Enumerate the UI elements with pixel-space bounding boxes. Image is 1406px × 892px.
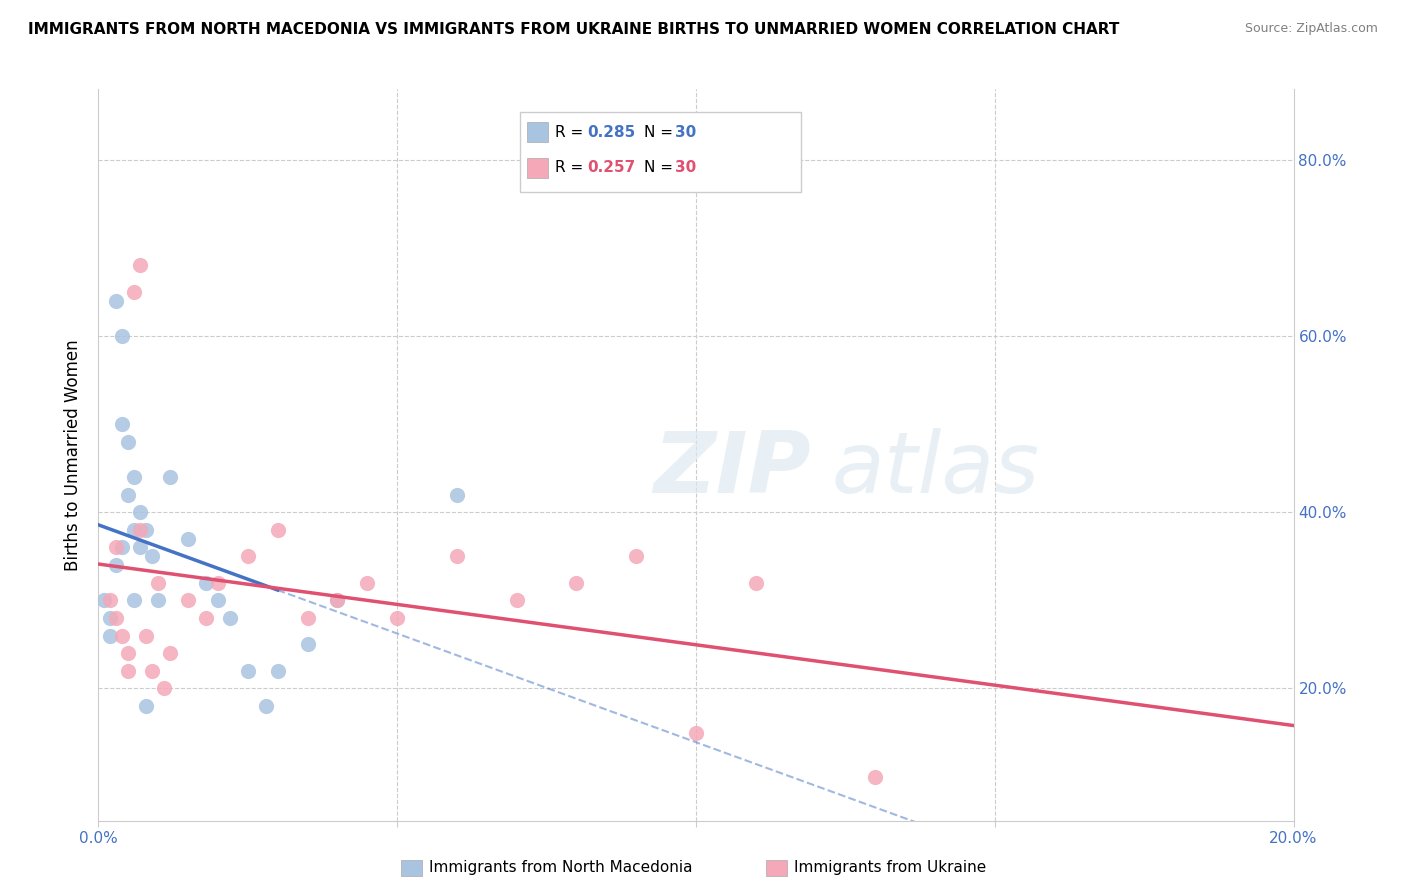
Point bbox=[685, 725, 707, 739]
Point bbox=[141, 549, 163, 564]
Text: 0.257: 0.257 bbox=[588, 161, 636, 175]
Y-axis label: Births to Unmarried Women: Births to Unmarried Women bbox=[65, 339, 83, 571]
Point bbox=[117, 434, 139, 449]
Point bbox=[177, 593, 200, 607]
Point bbox=[105, 611, 128, 625]
Point bbox=[129, 541, 152, 555]
Text: Immigrants from Ukraine: Immigrants from Ukraine bbox=[794, 860, 987, 874]
Point bbox=[117, 487, 139, 501]
Point bbox=[117, 646, 139, 660]
Point bbox=[105, 293, 128, 308]
Point bbox=[100, 611, 122, 625]
Point bbox=[135, 629, 157, 643]
Point bbox=[105, 541, 128, 555]
Text: ZIP: ZIP bbox=[652, 428, 811, 511]
Point bbox=[506, 593, 529, 607]
Text: N =: N = bbox=[644, 161, 678, 175]
Point bbox=[159, 646, 181, 660]
Point bbox=[124, 470, 146, 484]
Text: N =: N = bbox=[644, 125, 678, 139]
Point bbox=[865, 770, 887, 784]
Point bbox=[124, 285, 146, 299]
Point bbox=[236, 664, 259, 678]
Point bbox=[236, 549, 259, 564]
Point bbox=[177, 532, 200, 546]
Point bbox=[207, 593, 229, 607]
Point bbox=[267, 664, 290, 678]
Point bbox=[148, 593, 170, 607]
Point bbox=[385, 611, 409, 625]
Point bbox=[446, 487, 468, 501]
Point bbox=[153, 681, 176, 696]
Point bbox=[129, 523, 152, 537]
Text: IMMIGRANTS FROM NORTH MACEDONIA VS IMMIGRANTS FROM UKRAINE BIRTHS TO UNMARRIED W: IMMIGRANTS FROM NORTH MACEDONIA VS IMMIG… bbox=[28, 22, 1119, 37]
Point bbox=[117, 664, 139, 678]
Point bbox=[129, 259, 152, 273]
Text: Source: ZipAtlas.com: Source: ZipAtlas.com bbox=[1244, 22, 1378, 36]
Point bbox=[129, 505, 152, 519]
Point bbox=[626, 549, 648, 564]
Point bbox=[195, 611, 218, 625]
Point bbox=[207, 575, 229, 590]
Text: R =: R = bbox=[555, 125, 589, 139]
Point bbox=[105, 558, 128, 572]
Point bbox=[135, 699, 157, 714]
Point bbox=[297, 637, 319, 651]
Point bbox=[100, 629, 122, 643]
Point bbox=[141, 664, 163, 678]
Point bbox=[111, 629, 134, 643]
Point bbox=[565, 575, 588, 590]
Text: 30: 30 bbox=[675, 161, 696, 175]
Point bbox=[93, 593, 115, 607]
Point bbox=[745, 575, 768, 590]
Point bbox=[111, 329, 134, 343]
Point bbox=[446, 549, 468, 564]
Point bbox=[111, 541, 134, 555]
Text: Immigrants from North Macedonia: Immigrants from North Macedonia bbox=[429, 860, 692, 874]
Point bbox=[219, 611, 242, 625]
Text: R =: R = bbox=[555, 161, 589, 175]
Point bbox=[326, 593, 349, 607]
Point bbox=[356, 575, 378, 590]
Point bbox=[124, 523, 146, 537]
Text: 30: 30 bbox=[675, 125, 696, 139]
Point bbox=[100, 593, 122, 607]
Point bbox=[111, 417, 134, 431]
Point bbox=[148, 575, 170, 590]
Point bbox=[267, 523, 290, 537]
Text: atlas: atlas bbox=[831, 428, 1039, 511]
Point bbox=[135, 523, 157, 537]
Point bbox=[254, 699, 277, 714]
Point bbox=[159, 470, 181, 484]
Point bbox=[297, 611, 319, 625]
Point bbox=[195, 575, 218, 590]
Point bbox=[124, 593, 146, 607]
Text: 0.285: 0.285 bbox=[588, 125, 636, 139]
Point bbox=[326, 593, 349, 607]
